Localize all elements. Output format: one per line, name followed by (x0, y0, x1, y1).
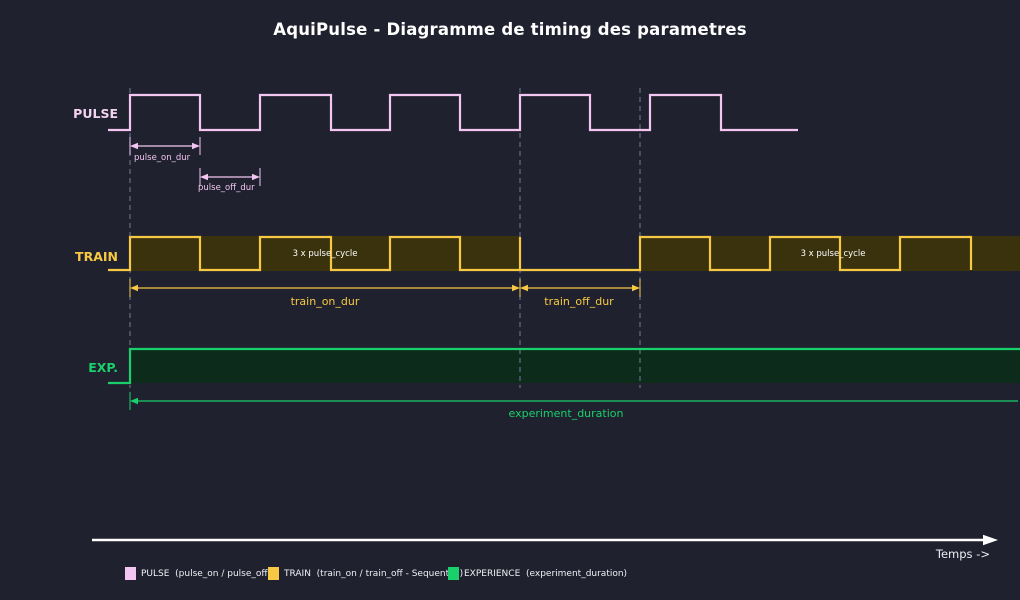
legend-item-experience: EXPERIENCE (experiment_duration) (448, 567, 627, 580)
annotation-train-on-dur: train_on_dur (290, 295, 360, 308)
pulse-waveform (108, 93, 798, 132)
train-on-band (130, 236, 520, 271)
annotation-experiment-duration: experiment_duration (508, 407, 624, 420)
legend-item-train: TRAIN (train_on / train_off - Sequential… (268, 567, 463, 580)
train-on-bands (130, 236, 1020, 271)
exp-waveform (108, 347, 1020, 385)
legend-swatch-pulse-icon (125, 567, 136, 580)
time-axis (92, 534, 998, 546)
legend-swatch-experience-icon (448, 567, 459, 580)
axis-arrowhead-icon (983, 534, 998, 546)
annotation-arrows (129, 137, 1018, 410)
experiment-fill (130, 350, 1020, 383)
row-label-exp: EXP. (88, 360, 118, 375)
legend-item-pulse: PULSE (pulse_on / pulse_off) (125, 567, 271, 580)
legend-label-experience: EXPERIENCE (experiment_duration) (464, 568, 628, 579)
row-label-pulse: PULSE (73, 106, 118, 121)
train-waveform (108, 235, 973, 272)
row-label-train: TRAIN (75, 249, 118, 264)
legend-swatch-train-icon (268, 567, 279, 580)
annotation-pulse-off-dur: pulse_off_dur (198, 183, 255, 193)
time-axis-label: Temps -> (935, 547, 990, 561)
legend-label-pulse: PULSE (pulse_on / pulse_off) (141, 568, 272, 579)
page-title: AquiPulse - Diagramme de timing des para… (273, 20, 747, 39)
annotation-train-off-dur: train_off_dur (544, 295, 614, 308)
legend-label-train: TRAIN (train_on / train_off - Sequential… (284, 568, 464, 579)
train-on-band (640, 236, 1020, 271)
annotation-pulse-on-dur: pulse_on_dur (134, 153, 191, 163)
annotation-pulse-cycle-2: 3 x pulse_cycle (800, 249, 866, 259)
annotation-pulse-cycle-1: 3 x pulse_cycle (292, 249, 358, 259)
